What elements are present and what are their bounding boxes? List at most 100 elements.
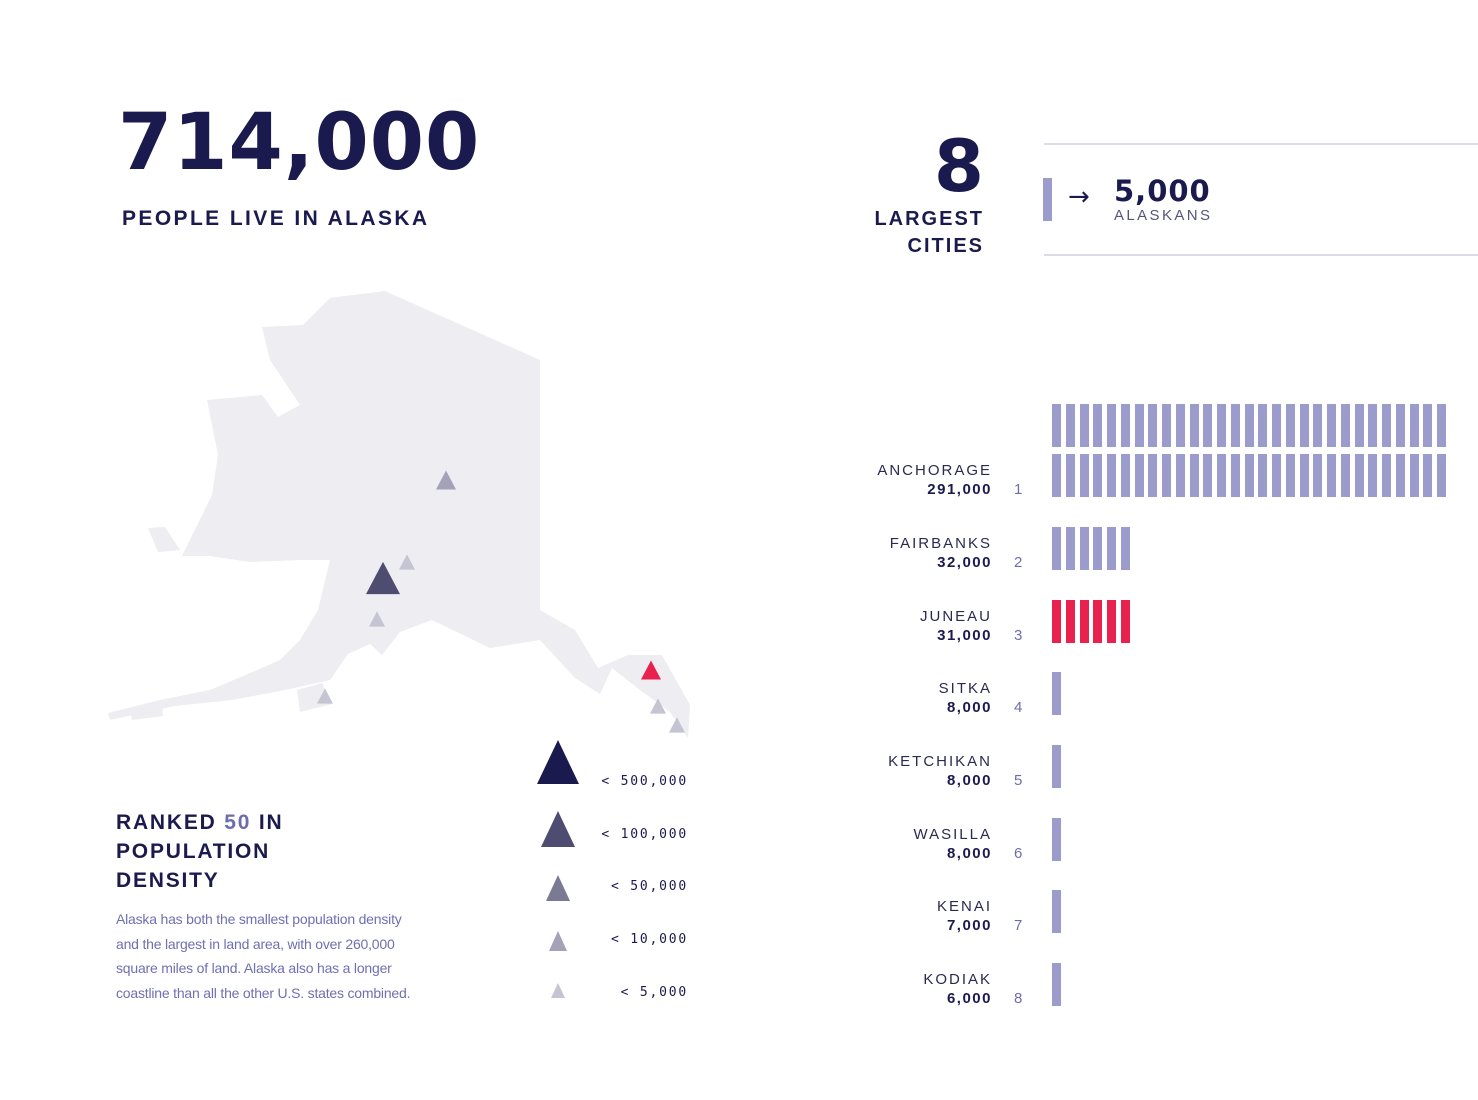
city-rank-label: 8 [1014, 990, 1023, 1007]
city-name-label: ANCHORAGE [877, 462, 992, 479]
city-bar-unit [1052, 818, 1061, 861]
cities-label-line2: CITIES [907, 235, 984, 257]
ranking-description-line: and the largest in land area, with over … [116, 935, 395, 952]
city-population-label: 7,000 [946, 917, 992, 934]
cities-label: LARGEST CITIES [850, 206, 984, 260]
city-markers [317, 470, 685, 733]
city-rank-label: 2 [1014, 554, 1023, 571]
arrow-right-icon: → [1068, 182, 1090, 212]
city-bar-unit [1258, 404, 1268, 447]
city-bar-unit [1189, 454, 1199, 497]
city-bar-unit [1437, 404, 1446, 447]
city-bar-unit [1107, 454, 1116, 497]
city-bar-unit [1299, 404, 1309, 447]
city-population-label: 8,000 [946, 772, 992, 789]
city-bar-unit [1120, 404, 1130, 447]
city-population-label: 31,000 [937, 627, 992, 644]
city-bar-unit [1189, 404, 1199, 447]
city-bar-unit [1230, 404, 1240, 447]
ranking-line2: POPULATION [116, 840, 271, 863]
city-population-label: 8,000 [946, 845, 992, 862]
legend-triangle-50k [546, 875, 570, 901]
ranking-description: Alaska has both the smallest population … [116, 907, 416, 1005]
cities-label-line1: LARGEST [874, 208, 984, 230]
city-rank-label: 3 [1014, 627, 1023, 644]
city-bar-unit [1093, 454, 1103, 497]
city-marker [399, 554, 415, 570]
city-bar-unit [1052, 454, 1061, 497]
city-bar-unit [1065, 454, 1075, 497]
city-bar-unit [1052, 890, 1061, 933]
alaska-landmass [108, 291, 690, 738]
city-name-label: WASILLA [913, 826, 992, 843]
city-bar-unit [1203, 404, 1213, 447]
cities-count: 8 [933, 124, 984, 208]
unit-swatch [1043, 178, 1052, 221]
city-bar-unit [1162, 454, 1171, 497]
city-bar-unit [1395, 404, 1405, 447]
legend-label-5k: < 5,000 [620, 985, 688, 1000]
city-bar-unit [1340, 454, 1350, 497]
city-bar-unit [1313, 454, 1323, 497]
city-marker [650, 698, 666, 714]
city-bar-unit [1313, 404, 1323, 447]
city-bar-unit [1217, 404, 1226, 447]
city-bar-unit [1409, 454, 1419, 497]
city-bar-unit [1327, 454, 1336, 497]
city-bar-unit [1217, 454, 1226, 497]
headline-value: 714,000 [118, 98, 481, 188]
city-bar-unit [1065, 600, 1075, 643]
city-rank-label: 1 [1014, 481, 1023, 498]
city-bar-unit [1285, 404, 1295, 447]
city-bar-unit [1079, 454, 1089, 497]
city-bar-unit [1052, 404, 1061, 447]
city-bar-unit [1285, 454, 1295, 497]
city-bar-unit [1052, 745, 1061, 788]
city-rank-label: 5 [1014, 772, 1023, 789]
city-bar-unit [1134, 454, 1144, 497]
city-bar-unit [1148, 404, 1158, 447]
unit-legend-top-rule [1044, 143, 1478, 145]
legend-label-500k: < 500,000 [601, 774, 688, 789]
city-bar-unit [1244, 404, 1254, 447]
city-bar-unit [1120, 454, 1130, 497]
city-name-label: SITKA [938, 680, 992, 697]
city-bar-unit [1093, 404, 1103, 447]
city-bar-unit [1079, 600, 1089, 643]
city-bar-unit [1134, 404, 1144, 447]
legend-triangle-10k [549, 931, 567, 951]
city-bar-unit [1107, 527, 1116, 570]
legend-label-100k: < 100,000 [601, 827, 688, 842]
ranking-description-line: square miles of land. Alaska also has a … [116, 960, 392, 976]
city-bar-unit [1368, 454, 1378, 497]
ranking-line1: RANKED 50 IN [116, 808, 416, 837]
city-name-label: KETCHIKAN [888, 753, 992, 770]
city-bar-unit [1107, 600, 1116, 643]
city-bar-unit [1299, 454, 1309, 497]
city-bar-unit [1148, 454, 1158, 497]
ranking-suffix: IN [251, 811, 284, 834]
legend-triangle-500k [537, 740, 579, 784]
legend-triangle-5k [551, 983, 565, 998]
city-marker [366, 561, 400, 595]
legend-label-10k: < 10,000 [610, 932, 688, 947]
ranking-line3: DENSITY [116, 869, 220, 892]
city-bar-unit [1395, 454, 1405, 497]
city-bar-unit [1175, 404, 1185, 447]
unit-legend-bottom-rule [1044, 254, 1478, 256]
city-bar-unit [1120, 600, 1130, 643]
city-bar-unit [1052, 963, 1061, 1006]
city-marker [317, 688, 333, 704]
headline-caption: PEOPLE LIVE IN ALASKA [122, 207, 430, 230]
ranking-number: 50 [224, 811, 252, 834]
city-name-label: KENAI [936, 898, 992, 915]
unit-label: ALASKANS [1114, 207, 1213, 224]
city-bar-unit [1368, 404, 1378, 447]
city-marker [436, 470, 456, 490]
city-rank-label: 7 [1014, 917, 1023, 934]
city-bar-unit [1354, 454, 1364, 497]
city-bar-unit [1093, 600, 1103, 643]
city-bar-unit [1203, 454, 1213, 497]
city-bar-unit [1272, 404, 1281, 447]
city-bar-unit [1107, 404, 1116, 447]
